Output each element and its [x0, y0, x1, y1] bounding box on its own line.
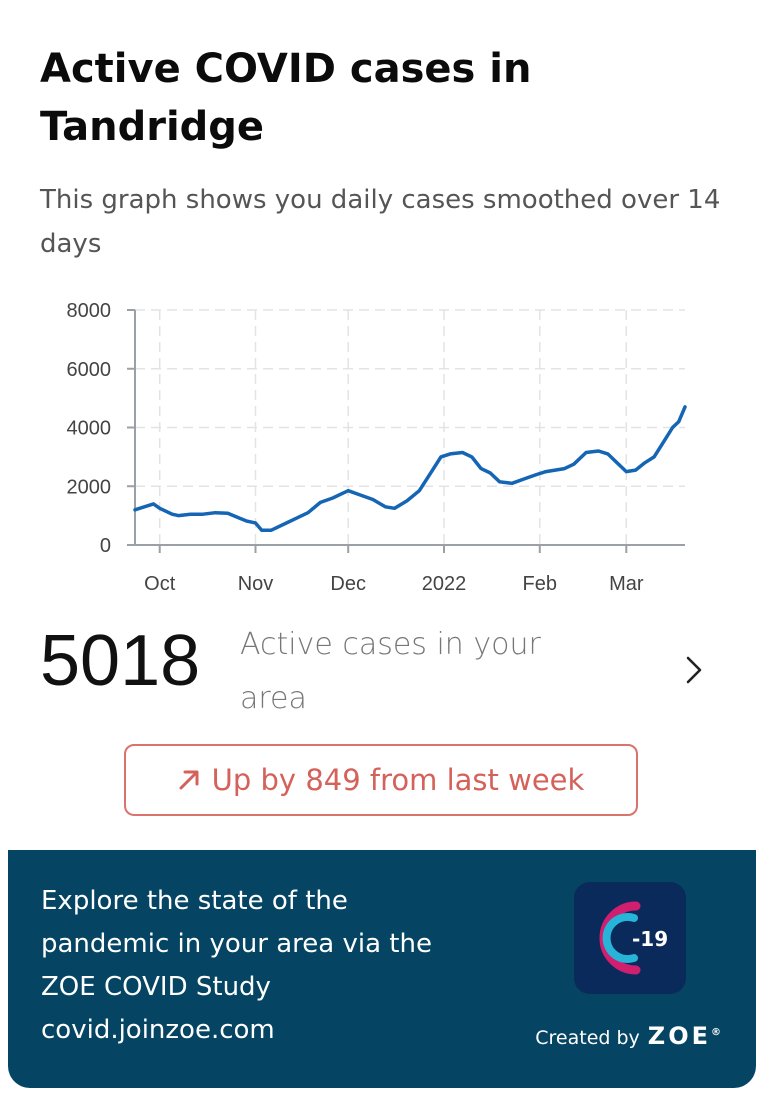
page-title: Active COVID cases in Tandridge	[40, 46, 532, 150]
y-tick-label: 2000	[67, 476, 112, 498]
y-tick-label: 6000	[67, 359, 112, 381]
created-by-label: Created by	[535, 1027, 640, 1049]
promo-link[interactable]: covid.joinzoe.com	[41, 1015, 275, 1045]
trend-text: Up by 849 from last week	[211, 763, 585, 797]
active-cases-count: 5018	[40, 621, 201, 701]
covid-app-icon[interactable]: -19	[574, 882, 686, 994]
x-tick-label: Dec	[330, 573, 366, 595]
active-cases-label: Active cases in your area	[240, 627, 541, 716]
promo-text: Explore the state of the pandemic in you…	[41, 880, 511, 1052]
page-subtitle: This graph shows you daily cases smoothe…	[40, 185, 721, 259]
x-tick-label: 2022	[422, 573, 467, 595]
trend-badge: Up by 849 from last week	[124, 744, 638, 816]
active-cases-chart: 0 2000 4000 6000 8000 Oct Nov Dec 2022 Feb Mar	[67, 300, 687, 595]
series-line	[133, 405, 687, 533]
x-tick-label: Nov	[238, 573, 274, 595]
x-tick-label: Oct	[144, 573, 176, 595]
chevron-right-icon[interactable]	[680, 652, 708, 688]
promo-banner[interactable]: Explore the state of the pandemic in you…	[8, 850, 756, 1088]
app-icon-label: -19	[632, 927, 668, 951]
zoe-brand-text: ZOE	[647, 1022, 711, 1050]
arrow-up-right-icon	[179, 770, 199, 790]
registered-mark: ®	[711, 1027, 724, 1038]
x-tick-label: Mar	[609, 573, 644, 595]
zoe-logo: ZOE®	[648, 1022, 724, 1050]
created-by: Created by ZOE®	[535, 1022, 724, 1050]
promo-line: ZOE COVID Study	[41, 972, 271, 1002]
y-tick-label: 8000	[67, 300, 112, 322]
promo-line: pandemic in your area via the	[41, 929, 432, 959]
x-tick-label: Feb	[523, 573, 557, 595]
y-tick-label: 0	[100, 535, 111, 557]
y-tick-label: 4000	[67, 418, 112, 440]
promo-line: Explore the state of the	[41, 886, 348, 916]
